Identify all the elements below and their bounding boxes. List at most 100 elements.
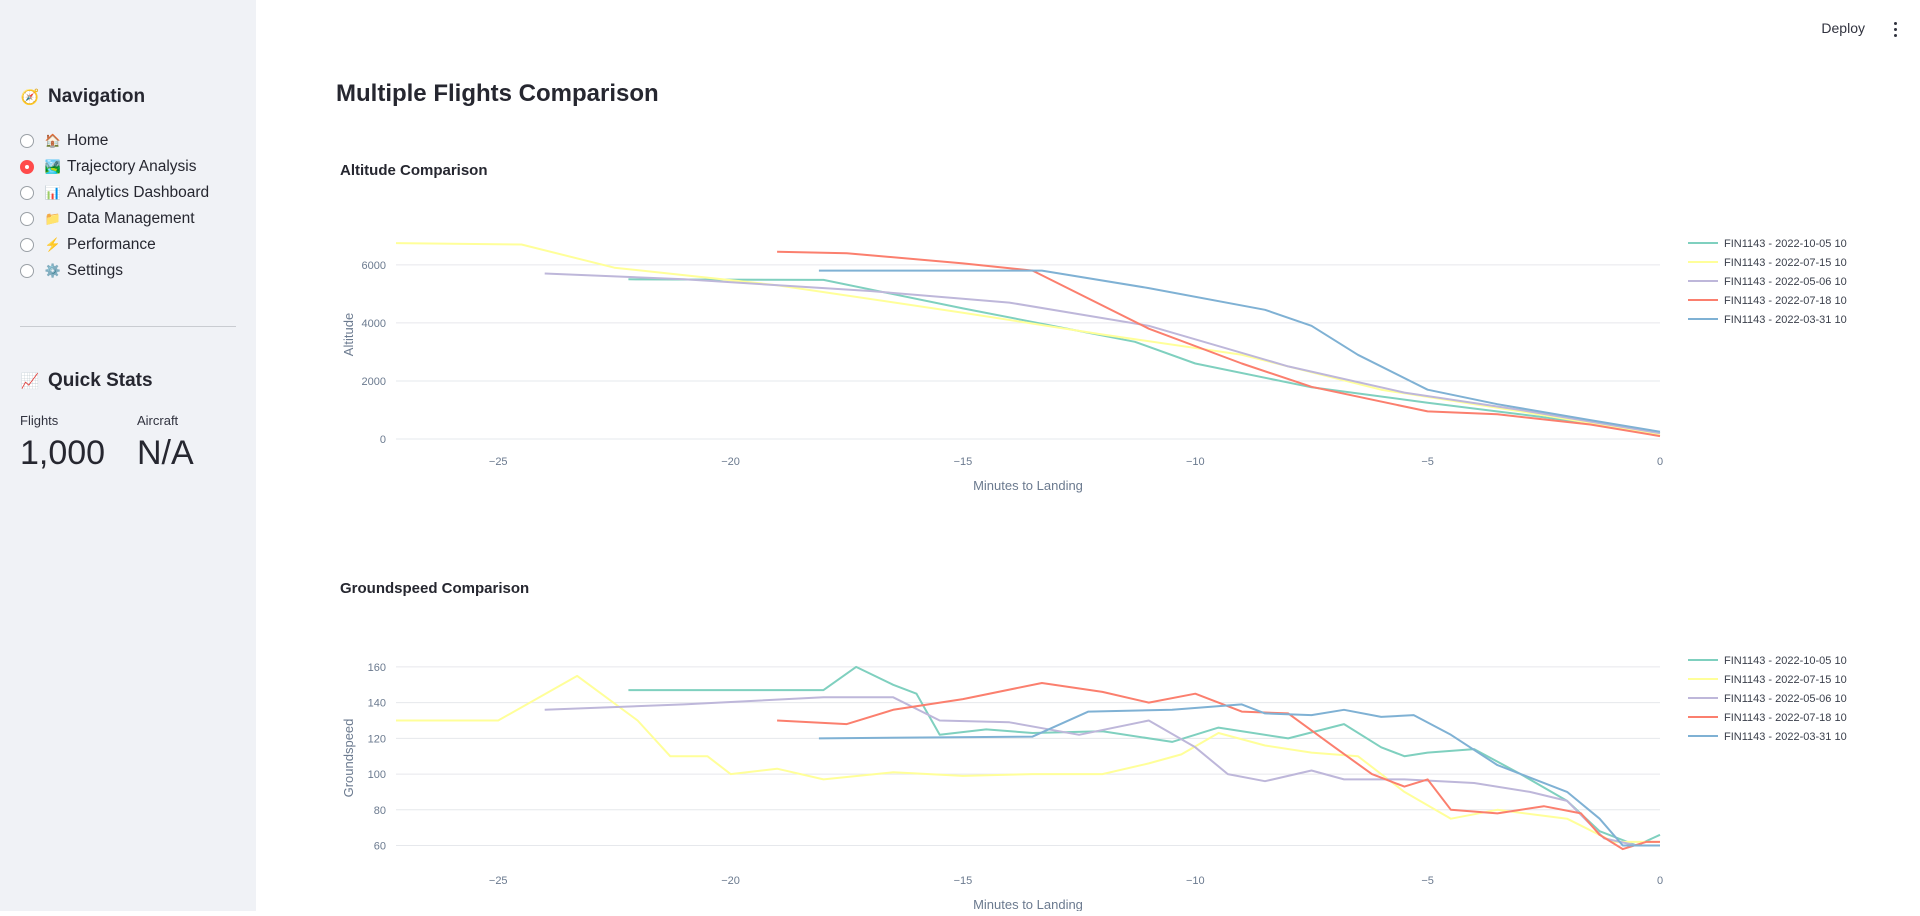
- legend-label: FIN1143 - 2022-10-05 10: [1724, 655, 1847, 667]
- nav-emoji-icon: 🏠: [44, 133, 62, 148]
- groundspeed-chart: Groundspeed Comparison 60 80 100 120 140 160 −…: [336, 578, 1896, 912]
- legend-item[interactable]: FIN1143 - 2022-10-05 10: [1688, 655, 1847, 667]
- quick-stats-title: Quick Stats: [48, 370, 153, 391]
- legend-item[interactable]: FIN1143 - 2022-03-31 10: [1688, 731, 1847, 743]
- series-line: [777, 250, 1661, 438]
- stat-value: 1,000: [20, 434, 106, 472]
- more-menu-icon[interactable]: [1894, 22, 1898, 40]
- y-axis-label: Groundspeed: [341, 719, 356, 798]
- series-line: [544, 272, 1661, 435]
- page-title: Multiple Flights Comparison: [336, 80, 659, 107]
- nav-item-settings[interactable]: ⚙️ Settings: [20, 258, 209, 284]
- nav-item-label: Analytics Dashboard: [67, 184, 210, 201]
- series-line: [818, 703, 1660, 847]
- series-line: [628, 665, 1661, 847]
- nav-emoji-icon: 📁: [44, 211, 62, 226]
- y-tick-label: 100: [368, 769, 386, 781]
- legend-item[interactable]: FIN1143 - 2022-07-18 10: [1688, 712, 1847, 724]
- deploy-button[interactable]: Deploy: [1821, 20, 1865, 36]
- radio-button[interactable]: [20, 186, 34, 200]
- x-tick-label: −15: [954, 456, 973, 468]
- series-line: [395, 242, 1661, 436]
- compass-icon: 🧭: [20, 89, 40, 106]
- nav-item-label: Settings: [67, 262, 124, 279]
- x-axis-label: Minutes to Landing: [973, 478, 1083, 493]
- x-tick-label: −15: [954, 875, 973, 887]
- sidebar-divider: [20, 326, 236, 327]
- radio-button[interactable]: [20, 264, 34, 278]
- series-line: [818, 269, 1661, 433]
- x-tick-label: −5: [1421, 456, 1434, 468]
- y-tick-label: 0: [380, 434, 386, 446]
- y-tick-label: 60: [374, 841, 386, 853]
- y-tick-label: 2000: [362, 376, 386, 388]
- nav-emoji-icon: 📊: [44, 185, 62, 200]
- x-tick-label: −25: [489, 875, 508, 887]
- x-tick-label: −10: [1186, 875, 1205, 887]
- legend-label: FIN1143 - 2022-07-18 10: [1724, 712, 1847, 724]
- nav-item-label: Performance: [67, 236, 156, 253]
- navigation-title: Navigation: [48, 86, 146, 107]
- radio-button[interactable]: [20, 134, 34, 148]
- legend-label: FIN1143 - 2022-05-06 10: [1724, 693, 1847, 705]
- stat-aircraft: Aircraft N/A: [137, 413, 194, 473]
- chart-title: Altitude Comparison: [340, 162, 488, 179]
- nav-emoji-icon: 🏞️: [44, 159, 62, 174]
- groundspeed-chart-svg: 60 80 100 120 140 160 −25 −20 −15 −10 −5 0 Minutes t…: [341, 655, 1847, 912]
- legend-item[interactable]: FIN1143 - 2022-07-18 10: [1688, 295, 1847, 307]
- nav-item-label: Data Management: [67, 210, 195, 227]
- y-tick-label: 80: [374, 805, 386, 817]
- legend-label: FIN1143 - 2022-03-31 10: [1724, 731, 1847, 743]
- legend-item[interactable]: FIN1143 - 2022-05-06 10: [1688, 693, 1847, 705]
- x-tick-label: −25: [489, 456, 508, 468]
- nav-item-label: Home: [67, 132, 109, 149]
- navigation-heading: 🧭 Navigation: [20, 86, 145, 108]
- legend-label: FIN1143 - 2022-07-15 10: [1724, 257, 1847, 269]
- legend-label: FIN1143 - 2022-07-15 10: [1724, 674, 1847, 686]
- x-axis-label: Minutes to Landing: [973, 897, 1083, 911]
- legend-item[interactable]: FIN1143 - 2022-05-06 10: [1688, 276, 1847, 288]
- sidebar: 🧭 Navigation 🏠 Home 🏞️ Trajectory Analysis 📊…: [0, 0, 256, 911]
- x-tick-label: 0: [1657, 875, 1663, 887]
- nav-item-performance[interactable]: ⚡ Performance: [20, 232, 209, 258]
- radio-button[interactable]: [20, 212, 34, 226]
- legend-label: FIN1143 - 2022-05-06 10: [1724, 276, 1847, 288]
- series-line: [396, 674, 1660, 843]
- stat-label: Flights: [20, 413, 59, 428]
- stat-flights: Flights 1,000: [20, 413, 105, 473]
- y-axis-label: Altitude: [341, 313, 356, 356]
- navigation-radio-group: 🏠 Home 🏞️ Trajectory Analysis 📊 Analytics Das…: [20, 128, 209, 284]
- legend-label: FIN1143 - 2022-03-31 10: [1724, 314, 1847, 326]
- chart-increasing-icon: 📈: [20, 373, 40, 390]
- nav-item-data-management[interactable]: 📁 Data Management: [20, 206, 209, 232]
- legend-item[interactable]: FIN1143 - 2022-07-15 10: [1688, 674, 1847, 686]
- legend-item[interactable]: FIN1143 - 2022-03-31 10: [1688, 314, 1847, 326]
- nav-item-trajectory-analysis[interactable]: 🏞️ Trajectory Analysis: [20, 154, 209, 180]
- series-line: [628, 278, 1661, 435]
- stat-label: Aircraft: [137, 413, 179, 428]
- x-tick-label: −5: [1421, 875, 1434, 887]
- legend-label: FIN1143 - 2022-10-05 10: [1724, 238, 1847, 250]
- y-tick-label: 120: [368, 733, 386, 745]
- x-tick-label: 0: [1657, 456, 1663, 468]
- y-tick-label: 6000: [362, 260, 386, 272]
- x-tick-label: −20: [721, 456, 740, 468]
- nav-item-label: Trajectory Analysis: [67, 158, 197, 175]
- legend-item[interactable]: FIN1143 - 2022-10-05 10: [1688, 238, 1847, 250]
- radio-button[interactable]: [20, 160, 34, 174]
- stat-value: N/A: [137, 434, 194, 472]
- nav-emoji-icon: ⚡: [44, 237, 62, 252]
- nav-item-home[interactable]: 🏠 Home: [20, 128, 209, 154]
- x-tick-label: −10: [1186, 456, 1205, 468]
- series-line: [777, 682, 1660, 851]
- altitude-chart-svg: 0 2000 4000 6000 −25 −20 −15 −10 −5 0 Minutes to L…: [341, 238, 1847, 493]
- quick-stats-heading: 📈 Quick Stats: [20, 370, 153, 392]
- y-tick-label: 160: [368, 662, 386, 674]
- series-line: [544, 696, 1660, 847]
- chart-title: Groundspeed Comparison: [340, 580, 530, 597]
- radio-button[interactable]: [20, 238, 34, 252]
- nav-item-analytics-dashboard[interactable]: 📊 Analytics Dashboard: [20, 180, 209, 206]
- altitude-chart: Altitude Comparison 0 2000 4000 6000 −25 −20 −…: [336, 160, 1896, 500]
- legend-item[interactable]: FIN1143 - 2022-07-15 10: [1688, 257, 1847, 269]
- x-tick-label: −20: [721, 875, 740, 887]
